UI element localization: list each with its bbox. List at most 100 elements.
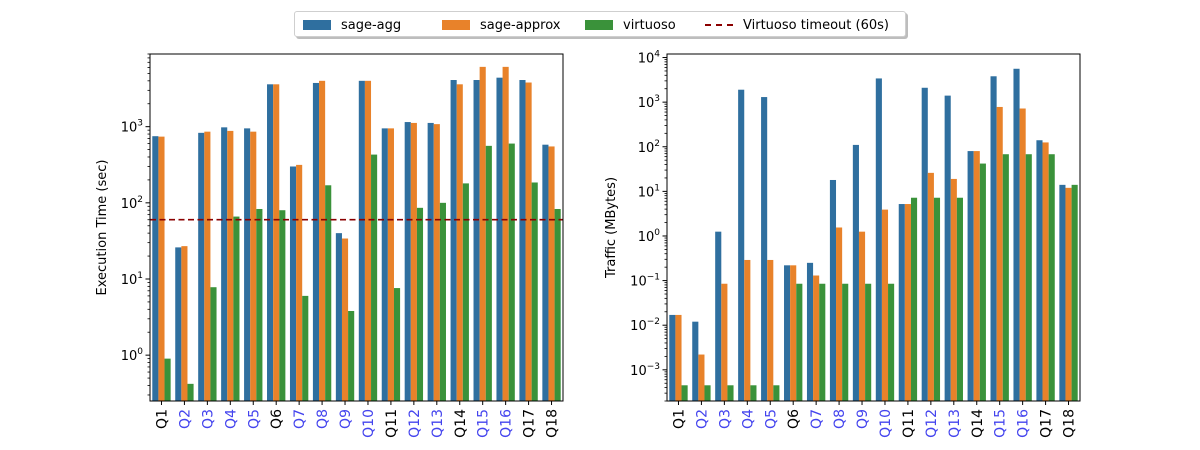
x-tick-label-Q10: Q10 <box>878 409 894 438</box>
bar-sage-approx-Q12 <box>410 122 417 401</box>
x-tick-label-Q7: Q7 <box>809 409 825 429</box>
y-tick-label: 102 <box>121 195 143 212</box>
x-tick-label-Q15: Q15 <box>993 409 1009 438</box>
bar-sage-agg-Q12 <box>921 87 928 402</box>
bar-sage-agg-Q7 <box>289 166 297 401</box>
bar-sage-approx-Q3 <box>204 131 211 401</box>
x-tick-label-Q4: Q4 <box>223 409 239 429</box>
legend-label-virtuoso: virtuoso <box>623 17 676 33</box>
bar-sage-approx-Q17 <box>1042 142 1049 402</box>
x-tick-label-Q5: Q5 <box>246 409 262 429</box>
bar-virtuoso-Q8 <box>325 185 332 401</box>
bar-sage-agg-Q2 <box>692 321 699 401</box>
x-tick-label-Q1: Q1 <box>154 409 170 429</box>
bar-sage-agg-Q18 <box>1059 184 1066 401</box>
bar-virtuoso-Q2 <box>187 383 194 401</box>
bar-sage-approx-Q10 <box>364 80 372 402</box>
bar-sage-approx-Q16 <box>1019 108 1026 402</box>
bar-sage-agg-Q17 <box>1036 140 1043 401</box>
bar-virtuoso-Q2 <box>704 385 711 401</box>
bar-sage-agg-Q5 <box>761 97 768 401</box>
legend-swatch-virtuoso <box>585 20 613 30</box>
bar-sage-agg-Q6 <box>267 84 274 402</box>
bar-sage-agg-Q3 <box>715 231 722 401</box>
x-tick-label-Q12: Q12 <box>924 409 940 438</box>
x-tick-label-Q18: Q18 <box>1062 409 1078 438</box>
bar-virtuoso-Q18 <box>554 208 561 401</box>
bar-sage-agg-Q8 <box>829 179 837 401</box>
bar-virtuoso-Q1 <box>164 358 171 401</box>
bar-sage-agg-Q12 <box>404 122 411 402</box>
bar-sage-approx-Q13 <box>950 178 957 401</box>
bar-virtuoso-Q16 <box>508 143 515 402</box>
bar-virtuoso-Q11 <box>393 288 401 401</box>
bar-virtuoso-Q6 <box>279 210 286 401</box>
bar-sage-agg-Q6 <box>784 265 791 401</box>
bar-sage-agg-Q14 <box>967 151 974 401</box>
bar-sage-agg-Q15 <box>473 80 480 402</box>
legend-swatch-sage-agg <box>303 20 331 30</box>
bar-sage-approx-Q6 <box>790 265 797 401</box>
bar-virtuoso-Q7 <box>819 283 826 401</box>
legend-item-sage-approx: sage-approx <box>442 17 560 33</box>
bar-sage-approx-Q15 <box>996 106 1003 401</box>
bar-sage-approx-Q8 <box>319 80 326 402</box>
bar-sage-approx-Q11 <box>904 204 911 401</box>
x-tick-label-Q17: Q17 <box>1039 409 1055 438</box>
x-tick-label-Q12: Q12 <box>407 409 423 438</box>
x-tick-label-Q11: Q11 <box>901 409 917 438</box>
bar-virtuoso-Q9 <box>348 310 355 401</box>
x-tick-label-Q3: Q3 <box>200 409 216 429</box>
bar-sage-agg-Q11 <box>381 128 388 401</box>
bar-sage-agg-Q16 <box>496 77 503 402</box>
x-tick-label-Q2: Q2 <box>694 409 710 429</box>
bar-virtuoso-Q17 <box>531 182 538 401</box>
bar-virtuoso-Q14 <box>462 183 469 401</box>
x-tick-label-Q18: Q18 <box>545 409 561 438</box>
x-tick-label-Q13: Q13 <box>947 409 963 438</box>
y-tick-label: 101 <box>638 183 660 200</box>
chart-panel-1: 100 101 102 103 Execution Time (sec) Q1 Q2 Q3 Q4… <box>95 53 564 438</box>
bar-virtuoso-Q5 <box>256 208 263 401</box>
bar-sage-approx-Q8 <box>836 227 843 401</box>
legend-item-virtuoso: virtuoso <box>585 17 676 33</box>
plot-frame <box>149 53 564 402</box>
bar-virtuoso-Q4 <box>750 385 757 401</box>
legend-label-sage-approx: sage-approx <box>480 17 561 33</box>
bar-sage-agg-Q11 <box>898 204 905 401</box>
bar-virtuoso-Q17 <box>1048 154 1055 401</box>
x-tick-label-Q6: Q6 <box>786 409 802 429</box>
bar-sage-approx-Q4 <box>227 130 234 401</box>
bar-virtuoso-Q15 <box>1002 154 1009 401</box>
bar-sage-agg-Q9 <box>335 233 342 401</box>
bar-sage-agg-Q1 <box>669 314 676 401</box>
legend-item-sage-agg: sage-agg <box>303 17 401 33</box>
bar-virtuoso-Q7 <box>302 295 309 401</box>
bar-sage-approx-Q13 <box>433 124 440 402</box>
y-axis-label: Traffic (MBytes) <box>604 177 619 279</box>
bar-sage-agg-Q13 <box>427 122 434 401</box>
bar-sage-agg-Q16 <box>1013 68 1020 401</box>
x-tick-label-Q14: Q14 <box>970 409 986 438</box>
x-tick-label-Q11: Q11 <box>384 409 400 438</box>
y-tick-label: 100 <box>121 347 144 364</box>
y-tick-label: 102 <box>638 139 660 156</box>
x-tick-label-Q6: Q6 <box>269 409 285 429</box>
x-tick-label-Q10: Q10 <box>361 409 377 438</box>
bar-sage-agg-Q4 <box>221 127 228 401</box>
bar-sage-agg-Q17 <box>519 80 526 402</box>
bar-virtuoso-Q15 <box>485 145 492 401</box>
bar-sage-approx-Q15 <box>479 66 486 402</box>
bar-sage-approx-Q14 <box>973 151 980 401</box>
bar-virtuoso-Q3 <box>210 287 217 401</box>
bar-virtuoso-Q10 <box>888 283 895 401</box>
x-tick-label-Q5: Q5 <box>763 409 779 429</box>
legend-item-timeout: Virtuoso timeout (60s) <box>705 17 889 33</box>
bar-virtuoso-Q5 <box>773 385 780 401</box>
bar-sage-approx-Q2 <box>698 354 705 401</box>
bar-virtuoso-Q1 <box>681 385 688 401</box>
bar-sage-approx-Q12 <box>927 172 934 401</box>
bar-sage-approx-Q9 <box>858 231 866 401</box>
bar-virtuoso-Q4 <box>233 216 240 401</box>
